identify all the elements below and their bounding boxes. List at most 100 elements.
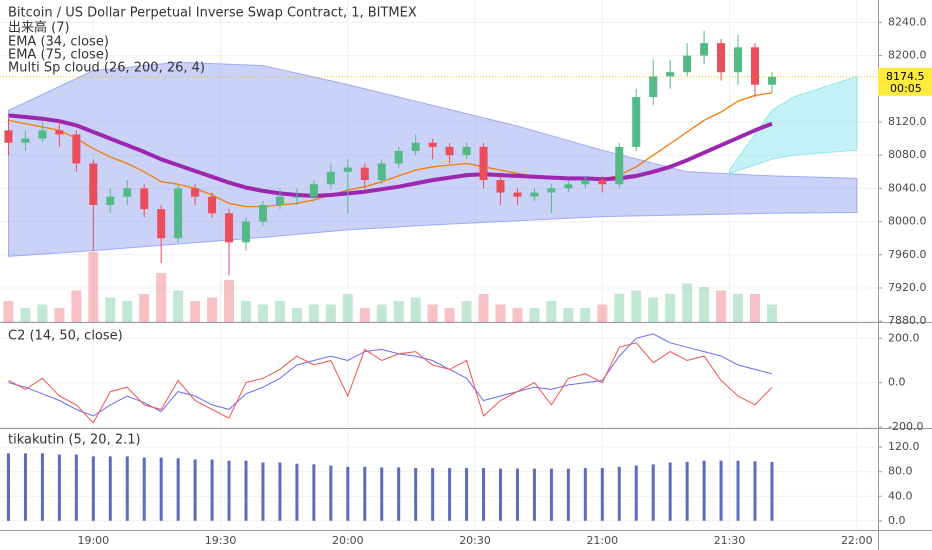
grid xyxy=(0,0,882,530)
volume-bar xyxy=(495,304,506,322)
volume-bar xyxy=(478,294,489,322)
histogram-bar xyxy=(227,460,231,521)
y-tick-label: 0.0 xyxy=(888,376,906,389)
candle-body xyxy=(700,43,709,56)
candle-body xyxy=(21,138,30,143)
volume-bar xyxy=(139,294,150,322)
candle-body xyxy=(394,151,403,164)
volume-bar xyxy=(597,304,608,322)
candle-body xyxy=(106,196,115,205)
histogram-bar xyxy=(23,453,27,521)
volume-bar xyxy=(393,301,404,322)
histogram-bar xyxy=(380,467,384,521)
histogram-bar xyxy=(549,468,553,521)
candle-body xyxy=(72,134,81,164)
candle-body xyxy=(750,47,759,85)
oscillator-line xyxy=(8,333,773,417)
candle-body xyxy=(360,167,369,181)
candle-body xyxy=(649,76,658,98)
x-tick-label: 21:30 xyxy=(714,534,746,547)
volume-bar xyxy=(631,290,642,322)
candle-body xyxy=(666,72,675,77)
histogram-bar xyxy=(465,468,469,521)
volume-bar xyxy=(105,297,116,322)
volume-bar xyxy=(376,304,387,322)
candle-body xyxy=(479,146,488,181)
y-tick-label: 8000.0 xyxy=(888,215,927,228)
volume-bar xyxy=(37,304,48,322)
candle-body xyxy=(208,196,217,214)
histogram-bar xyxy=(74,454,78,521)
histogram-bar xyxy=(431,468,435,521)
histogram-bar xyxy=(57,454,61,521)
volume-bar xyxy=(3,301,14,322)
histogram-bar xyxy=(176,458,180,521)
cloud xyxy=(729,75,858,175)
candle-body xyxy=(547,188,556,193)
candle-body xyxy=(615,146,624,185)
histogram-bar xyxy=(125,456,129,521)
histogram-bar xyxy=(651,464,655,521)
pane-title: tikakutin (5, 20, 2.1) xyxy=(8,433,141,448)
y-tick-label: 8120.0 xyxy=(888,115,927,128)
candle-body xyxy=(598,180,607,185)
oscillator-line xyxy=(8,342,773,424)
volume-bar xyxy=(648,297,659,322)
candle-body xyxy=(411,142,420,152)
y-tick-label: 7880.0 xyxy=(888,314,927,327)
histogram-bar xyxy=(346,466,350,521)
volume-bar xyxy=(512,308,523,322)
volume-bar xyxy=(749,294,760,322)
volume-bar xyxy=(274,301,285,322)
x-tick-label: 19:30 xyxy=(205,534,237,547)
candle-body xyxy=(157,209,166,239)
histogram-bar xyxy=(193,459,197,521)
candle-body xyxy=(734,47,743,73)
volume-bar xyxy=(359,308,370,322)
volume-bar xyxy=(88,252,99,322)
candle-body xyxy=(377,163,386,181)
volume-bar xyxy=(699,287,710,322)
y-tick-label: 40.0 xyxy=(888,489,913,502)
histogram-bar xyxy=(91,456,95,521)
histogram-bar xyxy=(685,461,689,521)
candle-body xyxy=(445,146,454,156)
histogram-bar xyxy=(6,453,10,521)
volume-bar xyxy=(224,280,235,322)
volume-bar xyxy=(342,294,353,322)
volume-bar xyxy=(54,308,65,322)
candle-body xyxy=(343,167,352,172)
volume-bar xyxy=(733,294,744,322)
volume-bar xyxy=(325,304,336,322)
x-tick-label: 19:00 xyxy=(77,534,109,547)
candle-body xyxy=(530,192,539,197)
y-tick-label: 8040.0 xyxy=(888,181,927,194)
legend-entry: EMA (34, close) xyxy=(8,35,109,50)
candle-body xyxy=(174,188,183,239)
legend-entry: EMA (75, close) xyxy=(8,48,109,63)
volume-bar xyxy=(190,301,201,322)
legend-entry: 出来高 (7) xyxy=(8,20,70,36)
volume-bar xyxy=(257,304,268,322)
volume-bar xyxy=(580,308,591,322)
volume-bar xyxy=(241,301,252,322)
volume-bar xyxy=(546,301,557,322)
volume-bar xyxy=(614,294,625,322)
volume-bar xyxy=(173,290,184,322)
plot xyxy=(0,30,878,521)
x-tick-label: 22:00 xyxy=(841,534,873,547)
candle-body xyxy=(242,221,251,243)
y-tick-label: 8200.0 xyxy=(888,49,927,62)
volume-bar xyxy=(20,308,31,322)
volume-bar xyxy=(427,304,438,322)
volume-bar xyxy=(461,301,472,322)
y-tick-label: 120.0 xyxy=(888,440,920,453)
volume-bar xyxy=(665,294,676,322)
histogram-bar xyxy=(499,468,503,521)
candle-body xyxy=(292,196,301,198)
candle-body xyxy=(632,97,641,147)
candle-body xyxy=(4,130,13,143)
candle-body xyxy=(717,43,726,73)
